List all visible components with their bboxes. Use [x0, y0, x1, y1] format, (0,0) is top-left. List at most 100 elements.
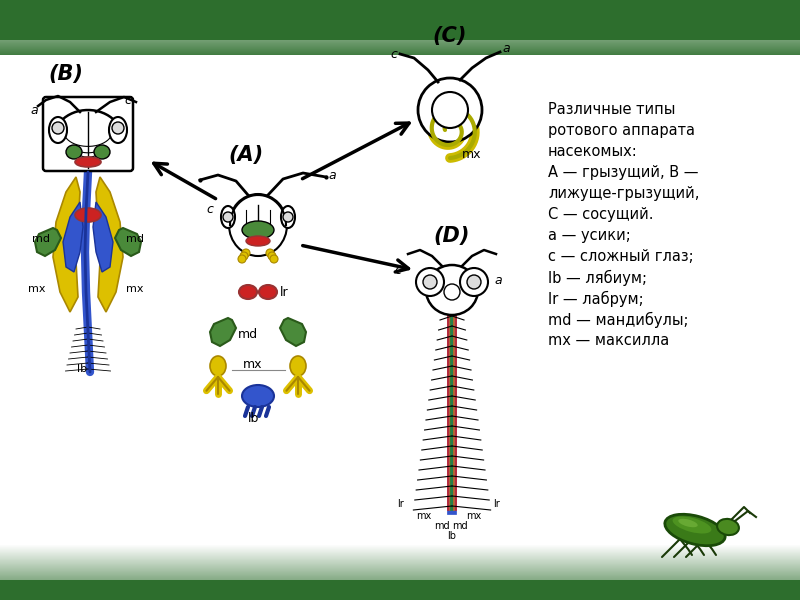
Text: mx — максилла: mx — максилла: [548, 333, 670, 348]
Ellipse shape: [246, 236, 270, 246]
Text: a: a: [494, 274, 502, 287]
Text: с — сложный глаз;: с — сложный глаз;: [548, 249, 694, 264]
Bar: [0, 34, 800, 35]
Bar: [0, 548, 800, 549]
Circle shape: [467, 275, 481, 289]
Bar: [0, 573, 800, 574]
Ellipse shape: [239, 285, 257, 299]
Ellipse shape: [210, 356, 226, 376]
Bar: [0, 559, 800, 560]
Bar: [0, 595, 800, 596]
Bar: [0, 16, 800, 17]
Bar: [0, 45, 800, 46]
Bar: [0, 562, 800, 563]
Circle shape: [460, 268, 488, 296]
Text: md: md: [452, 521, 468, 531]
Bar: [0, 551, 800, 552]
Bar: [0, 43, 800, 44]
Ellipse shape: [94, 145, 110, 159]
Text: lb: lb: [77, 364, 87, 374]
Bar: [0, 44, 800, 45]
Bar: [0, 7, 800, 8]
Circle shape: [266, 249, 274, 257]
Bar: [0, 6, 800, 7]
Bar: [0, 38, 800, 39]
Text: (D): (D): [434, 226, 470, 246]
Bar: [0, 37, 800, 38]
Text: md: md: [32, 234, 50, 244]
Bar: [0, 549, 800, 550]
Text: a: a: [30, 104, 38, 117]
Bar: [0, 28, 800, 29]
Bar: [0, 556, 800, 557]
Bar: [0, 554, 800, 555]
Bar: [0, 47, 800, 48]
Text: (C): (C): [433, 26, 467, 46]
Text: lr: lr: [494, 499, 500, 509]
Circle shape: [432, 92, 468, 128]
Bar: [0, 40, 800, 41]
Bar: [0, 561, 800, 562]
Bar: [0, 582, 800, 583]
Bar: [0, 553, 800, 554]
Bar: [0, 585, 800, 586]
Bar: [0, 587, 800, 588]
Ellipse shape: [673, 517, 711, 533]
Bar: [0, 590, 800, 591]
Bar: [0, 577, 800, 578]
Bar: [0, 32, 800, 33]
Bar: [0, 49, 800, 50]
Text: С — сосущий.: С — сосущий.: [548, 207, 654, 222]
Bar: [0, 35, 800, 36]
Bar: [0, 597, 800, 598]
Text: a: a: [328, 169, 336, 182]
Polygon shape: [96, 177, 123, 312]
Text: насекомых:: насекомых:: [548, 144, 638, 159]
Ellipse shape: [259, 285, 277, 299]
Text: md: md: [434, 521, 450, 531]
Polygon shape: [35, 228, 61, 256]
Ellipse shape: [290, 356, 306, 376]
Polygon shape: [93, 202, 113, 272]
Text: lb: lb: [248, 412, 260, 425]
Ellipse shape: [717, 519, 739, 535]
Text: (B): (B): [49, 64, 83, 84]
Bar: [0, 578, 800, 579]
Circle shape: [223, 212, 233, 222]
Circle shape: [423, 275, 437, 289]
Bar: [0, 9, 800, 10]
Bar: [0, 566, 800, 567]
Bar: [0, 557, 800, 558]
Ellipse shape: [221, 206, 235, 228]
Text: lr: lr: [397, 499, 403, 509]
Text: c: c: [206, 203, 213, 216]
Bar: [0, 579, 800, 580]
Bar: [0, 592, 800, 593]
Text: lr — лабрум;: lr — лабрум;: [548, 291, 644, 307]
Bar: [0, 52, 800, 53]
Bar: [0, 565, 800, 566]
Ellipse shape: [229, 194, 287, 256]
Bar: [0, 46, 800, 47]
Circle shape: [444, 284, 460, 300]
Text: c: c: [394, 264, 401, 277]
Bar: [0, 23, 800, 24]
Bar: [0, 13, 800, 14]
Text: mx: mx: [243, 358, 262, 371]
Bar: [0, 589, 800, 590]
Bar: [0, 20, 800, 21]
Text: mx: mx: [28, 284, 46, 294]
Text: лижуще-грызущий,: лижуще-грызущий,: [548, 186, 699, 201]
Bar: [0, 31, 800, 32]
Bar: [0, 14, 800, 15]
Bar: [0, 50, 800, 51]
Text: (A): (A): [229, 145, 263, 165]
Bar: [0, 547, 800, 548]
Text: md: md: [126, 234, 144, 244]
Bar: [0, 596, 800, 597]
Ellipse shape: [49, 117, 67, 143]
Bar: [0, 574, 800, 575]
Bar: [0, 21, 800, 22]
Circle shape: [238, 255, 246, 263]
Polygon shape: [63, 202, 83, 272]
